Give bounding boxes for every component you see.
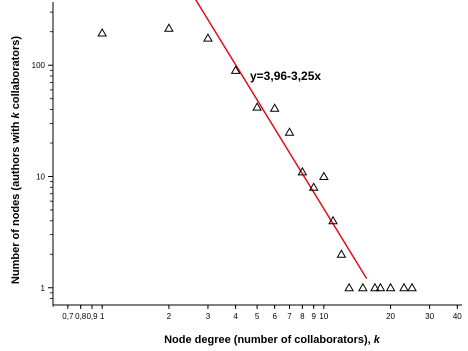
x-tick-label: 9 [311, 312, 316, 321]
x-tick-label: 3 [206, 312, 211, 321]
y-tick-label: 10 [36, 172, 45, 181]
regression-equation: y=3,96-3,25x [250, 69, 321, 83]
x-tick-label: 40 [453, 312, 462, 321]
x-axis-title-main: Node degree (number of collaborators), [164, 334, 374, 346]
x-tick-label: 0,7 [62, 312, 74, 321]
x-tick-label: 2 [167, 312, 172, 321]
y-axis-title-pre: Number of nodes (authors with [10, 118, 22, 284]
x-tick-label: 5 [255, 312, 260, 321]
plot-axes [52, 2, 462, 306]
regression-line [194, 0, 368, 279]
data-point [318, 171, 329, 180]
x-tick-label: 20 [386, 312, 395, 321]
x-axis-title-var: k [374, 334, 381, 346]
data-point [269, 103, 280, 112]
y-axis-title: Number of nodes (authors with k collabor… [10, 36, 22, 284]
x-tick-label: 1 [100, 312, 105, 321]
data-point [97, 27, 108, 37]
x-axis-title: Node degree (number of collaborators), k [164, 334, 381, 346]
data-point [358, 282, 368, 292]
data-point [399, 282, 409, 292]
data-point [336, 249, 347, 258]
x-tick-label: 0,8 [75, 312, 87, 321]
y-tick-label: 1 [41, 284, 46, 293]
data-point [328, 215, 338, 225]
x-tick-label: 6 [272, 312, 277, 321]
data-point [370, 282, 380, 292]
data-point [375, 282, 386, 292]
data-point [284, 127, 295, 136]
x-tick-label: 7 [287, 312, 292, 321]
data-point [385, 282, 396, 292]
data-point [203, 33, 213, 42]
x-tick-label: 30 [425, 312, 434, 321]
x-tick-label: 8 [300, 312, 305, 321]
y-axis-title-var: k [10, 111, 22, 118]
x-tick-label: 0,9 [86, 312, 98, 321]
data-point [297, 166, 308, 176]
x-tick-label: 4 [233, 312, 238, 321]
y-tick-label: 100 [32, 61, 46, 70]
data-point [230, 65, 241, 74]
data-point [252, 102, 262, 111]
data-points [97, 23, 417, 292]
data-point [407, 282, 417, 292]
data-point [344, 282, 354, 292]
data-point [164, 23, 174, 32]
x-tick-label: 10 [319, 312, 328, 321]
y-axis-title-post: collaborators) [10, 36, 22, 113]
data-point [308, 182, 319, 191]
